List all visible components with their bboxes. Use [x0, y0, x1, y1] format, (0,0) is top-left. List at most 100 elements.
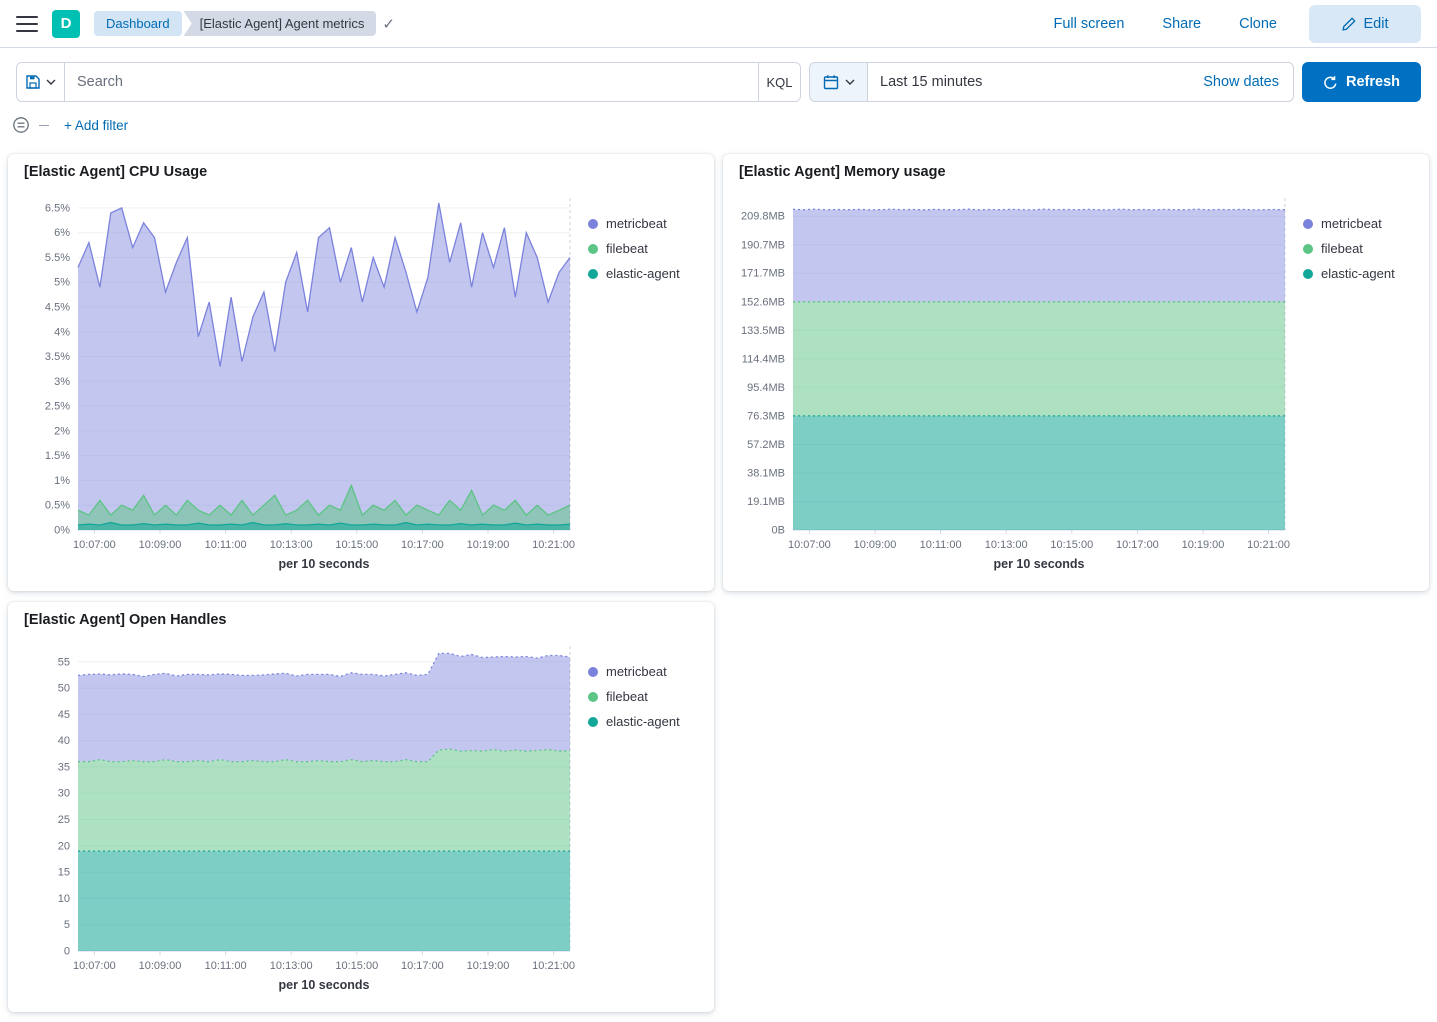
legend-dot	[1303, 219, 1313, 229]
menu-icon[interactable]	[16, 16, 38, 32]
panel-open-handles: [Elastic Agent] Open Handles 05101520253…	[8, 602, 714, 1012]
saved-check-icon: ✓	[382, 15, 395, 33]
svg-text:per 10 seconds: per 10 seconds	[278, 557, 369, 571]
legend-label: filebeat	[606, 241, 648, 256]
svg-text:10:21:00: 10:21:00	[532, 539, 575, 551]
svg-text:55: 55	[58, 656, 70, 668]
svg-text:10:13:00: 10:13:00	[270, 960, 313, 972]
svg-text:3%: 3%	[54, 376, 70, 388]
svg-text:5%: 5%	[54, 277, 70, 289]
legend-label: metricbeat	[606, 216, 667, 231]
time-range-value[interactable]: Last 15 minutes	[868, 74, 1197, 90]
kql-language-button[interactable]: KQL	[758, 63, 800, 101]
save-icon	[25, 74, 41, 90]
svg-text:30: 30	[58, 788, 70, 800]
svg-text:152.6MB: 152.6MB	[741, 296, 785, 308]
clone-button[interactable]: Clone	[1233, 15, 1283, 33]
refresh-icon	[1323, 75, 1338, 90]
legend-item-elastic-agent[interactable]: elastic-agent	[588, 714, 694, 729]
legend-item-filebeat[interactable]: filebeat	[1303, 241, 1409, 256]
panel-title: [Elastic Agent] Open Handles	[24, 612, 698, 628]
nav-actions: Full screen Share Clone Edit	[1047, 5, 1421, 43]
svg-text:114.4MB: 114.4MB	[742, 353, 785, 365]
legend-dot	[588, 717, 598, 727]
svg-text:171.7MB: 171.7MB	[741, 268, 785, 280]
legend-label: elastic-agent	[606, 714, 680, 729]
svg-text:1%: 1%	[54, 475, 70, 487]
legend-label: metricbeat	[606, 664, 667, 679]
legend-dot	[588, 244, 598, 254]
svg-text:4.5%: 4.5%	[45, 302, 70, 314]
svg-text:5.5%: 5.5%	[45, 252, 70, 264]
svg-text:10:17:00: 10:17:00	[401, 539, 444, 551]
top-navigation: D Dashboard [Elastic Agent] Agent metric…	[0, 0, 1437, 48]
svg-text:0: 0	[64, 946, 70, 958]
search-bar: KQL	[16, 62, 801, 102]
show-dates-button[interactable]: Show dates	[1197, 73, 1293, 91]
panel-title: [Elastic Agent] CPU Usage	[24, 164, 698, 180]
dashboard-grid: [Elastic Agent] CPU Usage 0%0.5%1%1.5%2%…	[0, 134, 1437, 1020]
share-button[interactable]: Share	[1156, 15, 1207, 33]
svg-text:6%: 6%	[54, 227, 70, 239]
svg-text:10:19:00: 10:19:00	[467, 539, 510, 551]
calendar-icon	[823, 74, 839, 90]
svg-text:209.8MB: 209.8MB	[741, 211, 785, 223]
saved-query-menu-button[interactable]	[17, 63, 65, 101]
chart-legend: metricbeat filebeat elastic-agent	[580, 664, 694, 997]
refresh-button-label: Refresh	[1346, 74, 1400, 90]
legend-dot	[588, 667, 598, 677]
svg-text:10:07:00: 10:07:00	[73, 960, 116, 972]
svg-text:45: 45	[58, 709, 70, 721]
svg-text:10:21:00: 10:21:00	[1247, 539, 1290, 551]
breadcrumb-dashboard[interactable]: Dashboard	[94, 11, 182, 36]
legend-item-elastic-agent[interactable]: elastic-agent	[588, 266, 694, 281]
svg-text:0.5%: 0.5%	[45, 500, 70, 512]
svg-text:10:11:00: 10:11:00	[205, 539, 247, 551]
svg-text:20: 20	[58, 840, 70, 852]
breadcrumb-current-page[interactable]: [Elastic Agent] Agent metrics	[184, 11, 377, 36]
svg-text:10:09:00: 10:09:00	[854, 539, 897, 551]
edit-button[interactable]: Edit	[1309, 5, 1421, 43]
svg-text:76.3MB: 76.3MB	[747, 410, 785, 422]
legend-item-metricbeat[interactable]: metricbeat	[588, 664, 694, 679]
full-screen-button[interactable]: Full screen	[1047, 15, 1130, 33]
filter-options-icon[interactable]	[12, 116, 30, 134]
pencil-icon	[1342, 17, 1356, 31]
svg-text:57.2MB: 57.2MB	[747, 439, 785, 451]
legend-label: elastic-agent	[606, 266, 680, 281]
date-picker: Last 15 minutes Show dates	[809, 62, 1294, 102]
legend-label: filebeat	[606, 689, 648, 704]
svg-text:10:07:00: 10:07:00	[73, 539, 116, 551]
svg-text:10:07:00: 10:07:00	[788, 539, 831, 551]
svg-text:per 10 seconds: per 10 seconds	[993, 557, 1084, 571]
legend-item-metricbeat[interactable]: metricbeat	[588, 216, 694, 231]
memory-usage-chart[interactable]: 0B19.1MB38.1MB57.2MB76.3MB95.4MB114.4MB1…	[739, 184, 1295, 576]
svg-text:10:11:00: 10:11:00	[205, 960, 247, 972]
svg-text:per 10 seconds: per 10 seconds	[278, 978, 369, 992]
panel-memory-usage: [Elastic Agent] Memory usage 0B19.1MB38.…	[723, 154, 1429, 591]
legend-item-filebeat[interactable]: filebeat	[588, 689, 694, 704]
legend-item-metricbeat[interactable]: metricbeat	[1303, 216, 1409, 231]
svg-text:95.4MB: 95.4MB	[747, 382, 785, 394]
legend-dot	[588, 692, 598, 702]
calendar-menu-button[interactable]	[810, 63, 868, 101]
cpu-usage-chart[interactable]: 0%0.5%1%1.5%2%2.5%3%3.5%4%4.5%5%5.5%6%6.…	[24, 184, 580, 576]
svg-text:35: 35	[58, 761, 70, 773]
legend-item-filebeat[interactable]: filebeat	[588, 241, 694, 256]
search-input[interactable]	[65, 63, 758, 101]
open-handles-chart[interactable]: 051015202530354045505510:07:0010:09:0010…	[24, 632, 580, 997]
svg-text:10:15:00: 10:15:00	[1050, 539, 1093, 551]
legend-label: elastic-agent	[1321, 266, 1395, 281]
legend-item-elastic-agent[interactable]: elastic-agent	[1303, 266, 1409, 281]
filter-divider	[39, 125, 49, 126]
svg-text:133.5MB: 133.5MB	[741, 325, 785, 337]
legend-dot	[588, 269, 598, 279]
filter-bar: + Add filter	[0, 108, 1437, 134]
svg-text:2.5%: 2.5%	[45, 401, 70, 413]
refresh-button[interactable]: Refresh	[1302, 62, 1421, 102]
edit-button-label: Edit	[1364, 16, 1389, 32]
svg-text:10:15:00: 10:15:00	[335, 960, 378, 972]
add-filter-button[interactable]: + Add filter	[58, 117, 134, 134]
deployment-avatar[interactable]: D	[52, 10, 80, 38]
svg-text:10:09:00: 10:09:00	[139, 539, 182, 551]
